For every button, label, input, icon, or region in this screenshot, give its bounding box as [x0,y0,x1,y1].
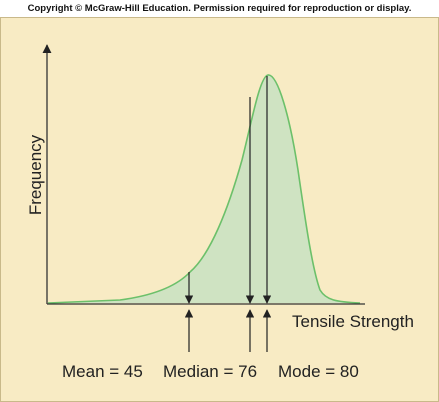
mode-label: Mode = 80 [278,362,359,381]
diagram-panel [0,17,439,402]
distribution-curve [47,74,361,304]
median-label: Median = 76 [163,362,257,381]
distribution-area [48,74,360,304]
copyright-notice: Copyright © McGraw-Hill Education. Permi… [0,0,439,17]
x-axis-label: Tensile Strength [292,312,414,331]
y-axis-label: Frequency [26,134,45,215]
mean-label: Mean = 45 [62,362,143,381]
